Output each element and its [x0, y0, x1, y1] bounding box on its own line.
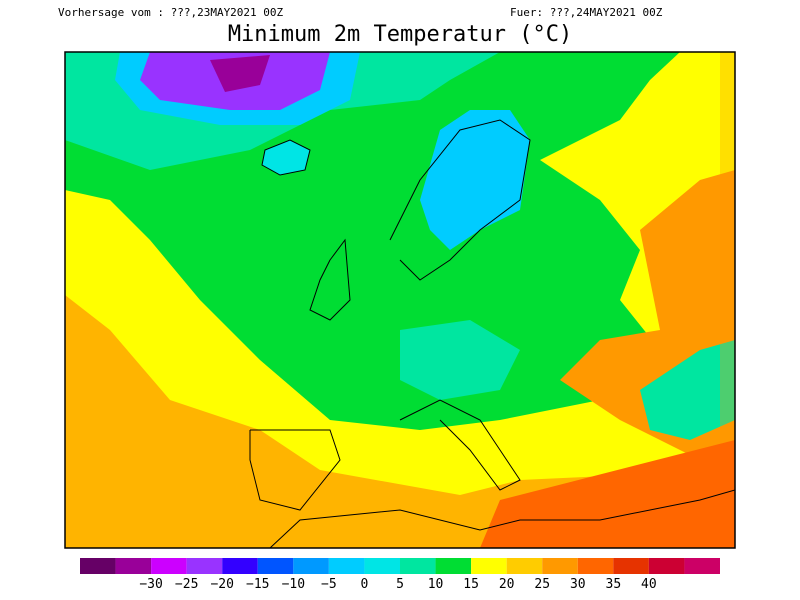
colorbar-label: −30: [139, 577, 162, 592]
region-africa: [480, 440, 735, 548]
color-box: [364, 558, 400, 574]
colorbar-label: −5: [321, 577, 337, 592]
colorbar-label: −20: [210, 577, 233, 592]
coastline: [269, 489, 735, 548]
colorbar-label: 25: [534, 577, 550, 592]
colorbar-label: 40: [641, 577, 657, 592]
colorbar-label: 20: [499, 577, 515, 592]
colorbar-label: 30: [570, 577, 586, 592]
colorbar-label: −10: [282, 577, 305, 592]
colorbar-label: 5: [396, 577, 404, 592]
color-box: [400, 558, 436, 574]
region-teal-east: [640, 340, 735, 440]
edge: [720, 52, 735, 548]
color-box: [80, 558, 116, 574]
run-date: Vorhersage vom : ???,23MAY2021 00Z: [58, 6, 284, 19]
colorbar-label: 10: [428, 577, 444, 592]
colorbar-label: 15: [463, 577, 479, 592]
color-box: [293, 558, 329, 574]
iceland: [261, 139, 311, 176]
colorbar-label: 35: [606, 577, 622, 592]
color-box: [186, 558, 223, 574]
map-frame: [64, 51, 736, 549]
colorbar-label: 0: [361, 577, 369, 592]
color-box: [151, 558, 187, 574]
map-title: Minimum 2m Temperatur (°C): [228, 22, 572, 47]
region-greenland-core: [210, 55, 270, 92]
color-box: [222, 558, 258, 574]
coastline: [399, 399, 521, 491]
valid-date: Fuer: ???,24MAY2021 00Z: [510, 6, 663, 19]
color-box: [613, 558, 649, 574]
color-box: [257, 558, 294, 574]
color-box: [577, 558, 614, 574]
color-box: [435, 558, 472, 574]
color-box: [542, 558, 578, 574]
color-box: [471, 558, 507, 574]
colorbar-label: −15: [246, 577, 269, 592]
color-box: [328, 558, 365, 574]
region-teal-alps: [400, 320, 520, 400]
map: [64, 51, 736, 549]
colorbar-label: −25: [175, 577, 198, 592]
coastline: [309, 238, 351, 321]
color-box: [115, 558, 152, 574]
coastline: [249, 429, 341, 511]
colorbar: −30 −25 −20 −15 −10 −5 0 5 10 15 20 25 30 35 40: [80, 558, 720, 592]
color-box: [648, 558, 685, 574]
color-box: [506, 558, 543, 574]
coastline: [389, 119, 531, 281]
color-box: [684, 558, 720, 574]
